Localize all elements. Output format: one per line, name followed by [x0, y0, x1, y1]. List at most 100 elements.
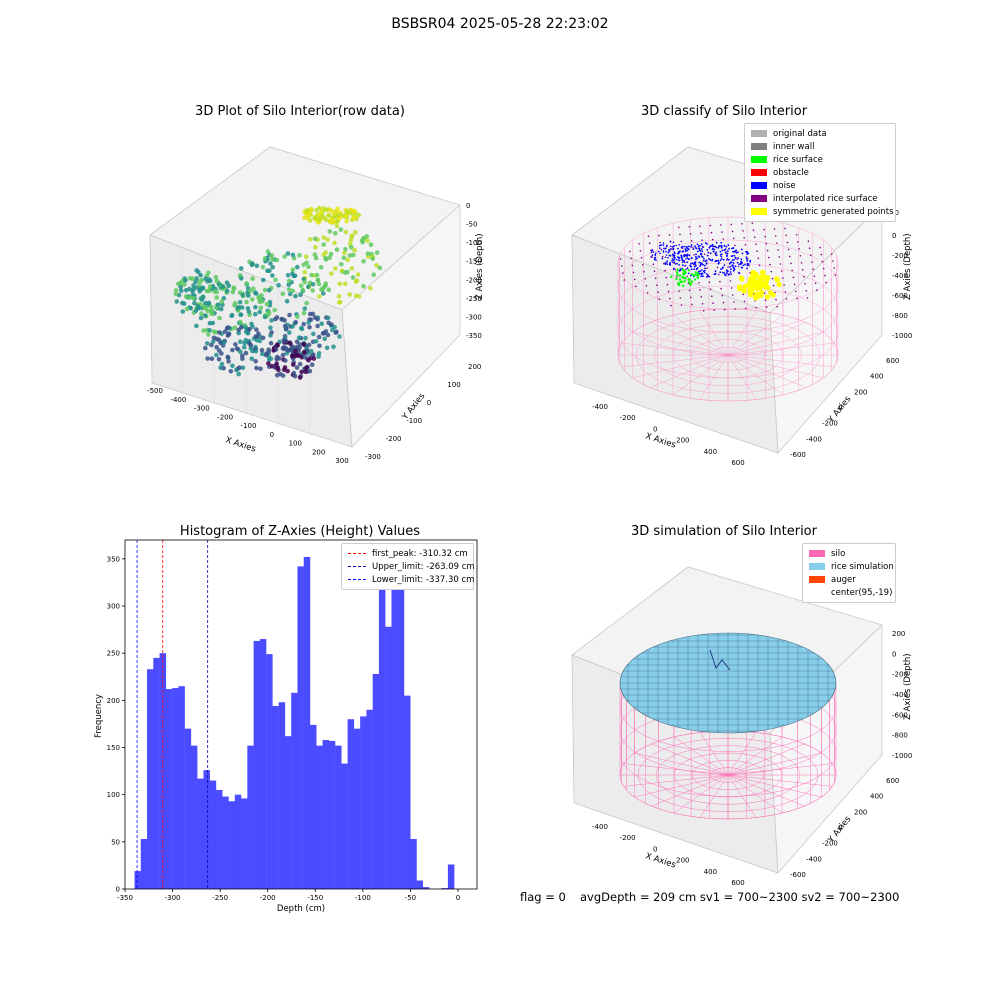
- panel1-point: [323, 255, 328, 261]
- panel2-interp-point: [666, 283, 669, 286]
- histogram-bar: [153, 657, 160, 889]
- panel2-interp-point: [710, 231, 713, 234]
- panel2-point: [724, 274, 727, 277]
- panel2-point: [705, 263, 708, 265]
- panel2-point: [726, 270, 729, 273]
- panel2-point: [708, 246, 711, 249]
- panel2-interp-point: [647, 235, 650, 237]
- panel2-point: [719, 259, 722, 262]
- panel2-interp-point: [723, 308, 726, 311]
- panel1-point: [238, 349, 243, 355]
- panel1-point: [317, 343, 322, 349]
- panel2-point: [710, 245, 712, 247]
- panel2-legend-item: symmetric generated points: [751, 205, 894, 218]
- panel1-point: [283, 338, 288, 344]
- panel1-point: [333, 266, 338, 271]
- panel2-point: [706, 243, 708, 245]
- histogram-bar: [404, 695, 411, 889]
- panel2-point: [738, 275, 744, 281]
- panel1-ztick: -200: [466, 276, 482, 284]
- panel2-point: [683, 269, 686, 273]
- panel2-interp-point: [667, 290, 670, 293]
- silo-floor-spoke: [632, 331, 729, 356]
- panel2-point: [776, 281, 782, 288]
- panel2-point: [740, 258, 743, 261]
- panel2-interp-point: [709, 288, 712, 290]
- panel2-interp-point: [679, 233, 681, 236]
- silo-floor-spoke: [727, 743, 805, 776]
- panel2-interp-point: [775, 298, 777, 301]
- panel2-point: [650, 251, 653, 254]
- panel2-point: [706, 249, 709, 251]
- panel2-point: [696, 276, 700, 279]
- silo-floor-spoke: [651, 774, 729, 807]
- panel2-point: [736, 286, 742, 292]
- panel4-zlabel: Z Axies (Depth): [903, 653, 913, 720]
- panel2-point: [711, 258, 714, 261]
- panel1-point: [207, 284, 213, 289]
- histogram-bar: [234, 794, 242, 889]
- panel2-interp-point: [701, 239, 703, 241]
- panel1-point: [246, 293, 251, 298]
- panel1-point: [178, 284, 183, 290]
- panel2-point: [696, 243, 699, 246]
- panel2-interp-point: [690, 296, 692, 299]
- silo-floor-spoke: [650, 322, 729, 356]
- panel2-point: [726, 255, 728, 257]
- silo-floor-spoke: [673, 774, 729, 814]
- panel2-ytick: 600: [886, 357, 899, 365]
- panel1-ztick: -300: [466, 313, 482, 321]
- panel1-point: [206, 288, 212, 294]
- panel1-point: [321, 330, 327, 336]
- panel2-point: [664, 248, 666, 250]
- panel1-ytick: -200: [386, 435, 402, 443]
- panel1-point: [297, 361, 303, 367]
- panel2-point: [687, 253, 689, 256]
- panel1-point: [249, 262, 255, 268]
- panel1-point: [271, 348, 276, 353]
- panel2-point: [770, 292, 776, 298]
- silo-floor-spoke: [727, 774, 805, 807]
- panel2-point: [687, 248, 690, 250]
- panel4-legend-item: silo: [809, 547, 889, 560]
- panel2-interp-point: [758, 264, 761, 266]
- panel2-point: [731, 264, 733, 267]
- panel1-point: [335, 219, 340, 224]
- panel2-point: [714, 270, 717, 273]
- panel2-point: [715, 246, 718, 249]
- panel2-point: [688, 245, 690, 248]
- panel2-interp-point: [744, 244, 747, 246]
- panel4-ytick: 600: [886, 777, 899, 785]
- panel1-point: [264, 302, 270, 307]
- panel2-point: [747, 263, 750, 266]
- histogram-bar: [184, 728, 192, 889]
- panel2-interp-point: [688, 226, 691, 228]
- histogram-bar: [291, 692, 298, 889]
- panel2-point: [669, 264, 672, 266]
- panel1-point: [253, 311, 258, 317]
- panel2-point: [699, 265, 701, 268]
- panel2-legend-label: rice surface: [773, 154, 823, 165]
- panel1-point: [325, 332, 331, 338]
- panel2-point: [689, 274, 692, 277]
- panel2-interp-point: [722, 301, 725, 304]
- panel2-interp-point: [700, 232, 702, 234]
- panel2-point: [727, 273, 730, 276]
- panel1-point: [269, 330, 274, 335]
- panel1-point: [280, 291, 286, 297]
- panel2-interp-point: [658, 234, 660, 237]
- panel2-interp-point: [734, 308, 736, 310]
- panel1-point: [240, 365, 246, 370]
- panel2-point: [723, 272, 726, 274]
- panel1-point: [274, 372, 280, 378]
- panel2-point: [695, 258, 697, 261]
- histogram-bar: [178, 686, 185, 889]
- histogram-xtick: -200: [260, 894, 276, 902]
- panel2-interp-point: [741, 223, 743, 225]
- panel2-point: [686, 267, 689, 270]
- panel1-point: [257, 298, 263, 303]
- panel1-point: [194, 276, 199, 281]
- panel1-point: [347, 210, 352, 216]
- panel4-title: 3D simulation of Silo Interior: [631, 524, 817, 539]
- panel2-interp-point: [803, 276, 805, 278]
